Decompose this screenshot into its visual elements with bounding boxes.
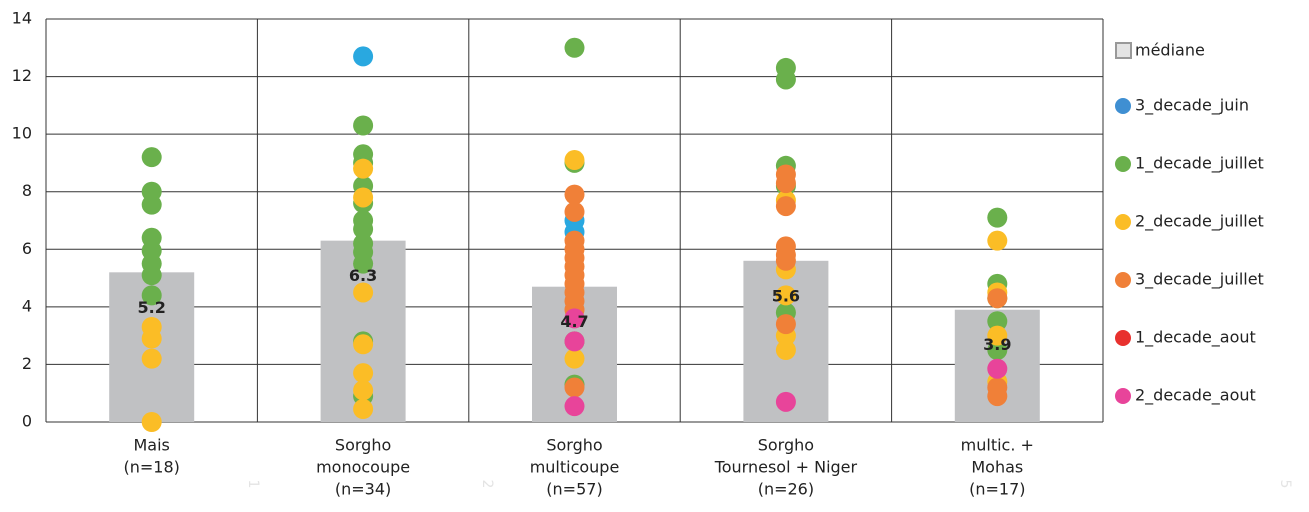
legend-marker: [1115, 156, 1131, 172]
data-point: [353, 399, 374, 420]
data-point: [775, 69, 796, 90]
x-tick-label: (n=57): [546, 480, 602, 499]
x-tick-label: multic. +: [961, 436, 1034, 455]
y-tick-label: 0: [22, 412, 32, 431]
x-tick-label: Sorgho: [335, 436, 391, 455]
data-point: [141, 265, 162, 286]
data-point: [353, 363, 374, 384]
median-label: 3.9: [983, 335, 1011, 354]
x-tick-label: (n=26): [758, 480, 814, 499]
x-tick-label: Sorgho: [546, 436, 602, 455]
x-tick-label: (n=17): [969, 480, 1025, 499]
legend-label: 2_decade_juillet: [1135, 212, 1264, 232]
data-point: [775, 196, 796, 217]
y-tick-label: 10: [12, 124, 32, 143]
data-point: [141, 328, 162, 349]
median-label: 5.2: [138, 298, 166, 317]
legend-label: 1_decade_aout: [1135, 328, 1256, 348]
data-point: [775, 173, 796, 194]
data-point: [141, 412, 162, 432]
faint-label: 2: [479, 480, 495, 489]
x-tick-label: multicoupe: [530, 458, 620, 477]
data-point: [353, 282, 374, 303]
y-tick-label: 12: [12, 66, 32, 85]
data-point: [987, 325, 1008, 346]
data-point: [775, 285, 796, 306]
y-tick-label: 8: [22, 181, 32, 200]
data-point: [987, 288, 1008, 309]
data-point: [564, 348, 585, 369]
data-point: [987, 230, 1008, 251]
data-point: [564, 308, 585, 329]
x-tick-label: monocoupe: [316, 458, 410, 477]
data-point: [775, 314, 796, 335]
faint-label: 1: [245, 480, 261, 489]
data-point: [987, 340, 1008, 361]
legend-marker: [1115, 388, 1131, 404]
x-tick-label: Mohas: [971, 458, 1023, 477]
legend-marker: [1115, 214, 1131, 230]
faint-label: 5: [1277, 480, 1293, 489]
legend-swatch: [1115, 42, 1132, 59]
legend-label: 2_decade_aout: [1135, 386, 1256, 406]
legend-label: 3_decade_juillet: [1135, 270, 1264, 290]
x-tick-label: Mais: [134, 436, 170, 455]
data-point: [353, 334, 374, 355]
data-point: [353, 380, 374, 401]
data-point: [564, 377, 585, 398]
x-tick-label: (n=18): [124, 458, 180, 477]
x-tick-label: Sorgho: [758, 436, 814, 455]
data-point: [564, 396, 585, 417]
y-tick-label: 4: [22, 296, 32, 315]
data-point: [564, 201, 585, 222]
data-point: [987, 358, 1008, 379]
data-point: [353, 219, 374, 240]
data-point: [564, 150, 585, 171]
legend-label: médiane: [1135, 41, 1205, 60]
x-tick-label: (n=34): [335, 480, 391, 499]
y-tick-label: 2: [22, 354, 32, 373]
y-tick-label: 6: [22, 239, 32, 258]
median-label: 4.7: [560, 312, 588, 331]
legend-marker: [1115, 98, 1131, 114]
data-point: [353, 253, 374, 274]
data-point: [987, 386, 1008, 407]
data-point: [141, 147, 162, 168]
data-point: [987, 207, 1008, 228]
data-point: [353, 158, 374, 179]
data-point: [775, 340, 796, 361]
data-point: [141, 194, 162, 215]
median-label: 5.6: [772, 286, 800, 305]
data-point: [141, 348, 162, 369]
legend-label: 1_decade_juillet: [1135, 154, 1264, 174]
data-point: [353, 46, 374, 67]
legend-label: 3_decade_juin: [1135, 96, 1249, 116]
data-point: [775, 250, 796, 271]
data-point: [564, 184, 585, 205]
legend-marker: [1115, 272, 1131, 288]
median-label: 6.3: [349, 266, 377, 285]
data-point: [353, 187, 374, 208]
legend-marker: [1115, 330, 1131, 346]
data-point: [353, 115, 374, 136]
x-tick-label: Tournesol + Niger: [714, 458, 858, 477]
data-point: [141, 285, 162, 306]
data-point: [987, 311, 1008, 332]
data-point: [564, 331, 585, 352]
data-point: [564, 37, 585, 58]
data-point: [775, 391, 796, 412]
y-tick-label: 14: [12, 9, 32, 28]
